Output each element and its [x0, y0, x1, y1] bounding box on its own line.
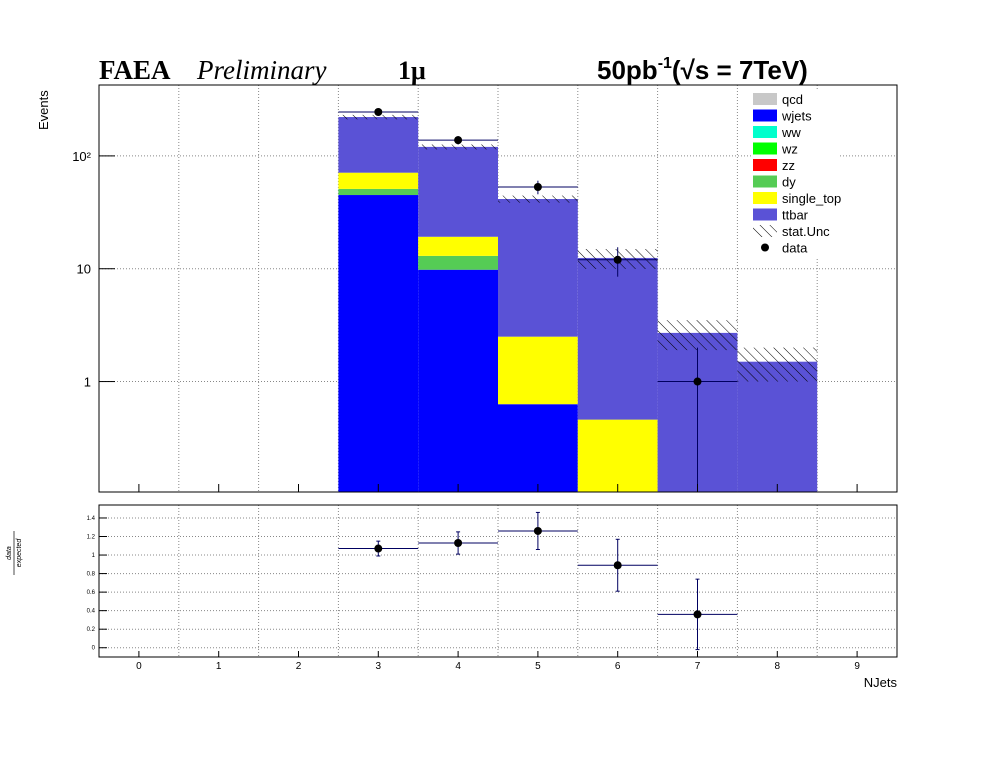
ratio-point — [533, 526, 542, 535]
y-tick-label: 0 — [92, 646, 96, 652]
y-tick-label: 1.4 — [87, 516, 96, 522]
legend-marker — [761, 243, 769, 252]
x-tick-label: 3 — [376, 661, 382, 672]
x-tick-label: 0 — [136, 661, 142, 672]
ratio-point — [613, 561, 622, 570]
y-tick-label: 1 — [92, 553, 96, 559]
stack-segment — [577, 419, 658, 492]
legend-swatch — [753, 225, 777, 237]
stack-segment — [577, 257, 658, 420]
ratio-denominator: expected — [16, 538, 23, 568]
data-point — [693, 377, 702, 386]
legend-label: single_top — [782, 191, 841, 206]
stack-segment — [498, 404, 578, 492]
ratio-point — [454, 539, 463, 547]
y-tick-label: 10 — [77, 262, 91, 277]
ratio-point — [374, 544, 383, 553]
lumi-exponent: -1 — [658, 55, 672, 72]
stack-segment — [737, 361, 818, 492]
channel: 1μ — [398, 56, 426, 85]
frame — [98, 504, 898, 658]
stack-segment — [418, 146, 498, 237]
status: Preliminary — [196, 55, 326, 85]
x-tick-label: 9 — [854, 661, 860, 672]
ratio-pad: 0 0.2 0.4 0.6 0.8 1 1.2 1.4 0 1 2 3 4 5 6 7 8 9 — [87, 504, 898, 672]
stack-segment — [338, 195, 419, 492]
stack-segment — [498, 336, 578, 405]
x-tick-label: 8 — [775, 661, 781, 672]
energy: (√s = 7TeV) — [672, 55, 808, 85]
plot-area — [99, 85, 897, 492]
x-tick-label: 4 — [455, 661, 461, 672]
x-tick-label: 7 — [695, 661, 701, 672]
y-tick-label: 1.2 — [87, 535, 96, 541]
legend-label: data — [782, 241, 808, 256]
data-point — [613, 255, 622, 264]
legend-swatch — [753, 192, 777, 204]
ratio-numerator: data — [6, 546, 13, 560]
stat-uncertainty — [338, 114, 419, 120]
legend-label: zz — [782, 158, 795, 173]
stack-segment — [418, 269, 498, 492]
stack-segment — [418, 236, 498, 256]
legend-label: dy — [782, 175, 796, 190]
y-tick-label: 0.8 — [87, 572, 96, 578]
stack-segment — [418, 255, 498, 270]
frame — [98, 84, 898, 493]
x-tick-label: 1 — [216, 661, 222, 672]
stat-uncertainty — [657, 320, 738, 351]
x-tick-label: 6 — [615, 661, 621, 672]
data-point — [374, 107, 383, 116]
x-tick-label: 2 — [296, 661, 302, 672]
x-axis-label: NJets — [864, 675, 898, 690]
stack-segment — [338, 117, 419, 173]
experiment: FAEA — [99, 55, 171, 85]
stat-uncertainty — [418, 144, 498, 150]
legend-swatch — [753, 208, 777, 221]
ratio-y-label: data expected — [6, 531, 23, 575]
legend-label: qcd — [782, 92, 803, 107]
y-tick-label: 1 — [84, 375, 91, 390]
stack-segment — [498, 198, 578, 337]
y-tick-label: 0.4 — [87, 609, 96, 615]
stack-segment — [338, 172, 419, 189]
legend-swatch — [753, 109, 777, 122]
legend-swatch — [753, 93, 777, 105]
stat-uncertainty — [737, 347, 818, 382]
data-point — [454, 136, 463, 145]
y-axis-label: Events — [36, 90, 51, 130]
legend-swatch — [753, 126, 777, 138]
legend-label: wjets — [781, 109, 812, 124]
legend-label: stat.Unc — [782, 224, 830, 239]
y-tick-label: 0.6 — [87, 590, 96, 596]
plot-area — [99, 505, 897, 657]
legend-label: wz — [781, 142, 798, 157]
legend-swatch — [753, 175, 777, 188]
legend-swatch — [753, 142, 777, 155]
y-tick-label: 0.2 — [87, 627, 96, 633]
lumi: 50pb — [597, 55, 658, 85]
legend-label: ttbar — [782, 208, 809, 223]
legend-swatch — [753, 159, 777, 171]
legend-label: ww — [781, 125, 801, 140]
stack-segment — [338, 188, 419, 196]
ratio-point — [693, 610, 702, 619]
data-point — [533, 183, 542, 192]
y-tick-label: 10² — [72, 149, 91, 164]
lumi-label: 50pb-1(√s = 7TeV) — [597, 55, 808, 85]
x-tick-label: 5 — [535, 661, 541, 672]
stat-uncertainty — [498, 195, 578, 203]
